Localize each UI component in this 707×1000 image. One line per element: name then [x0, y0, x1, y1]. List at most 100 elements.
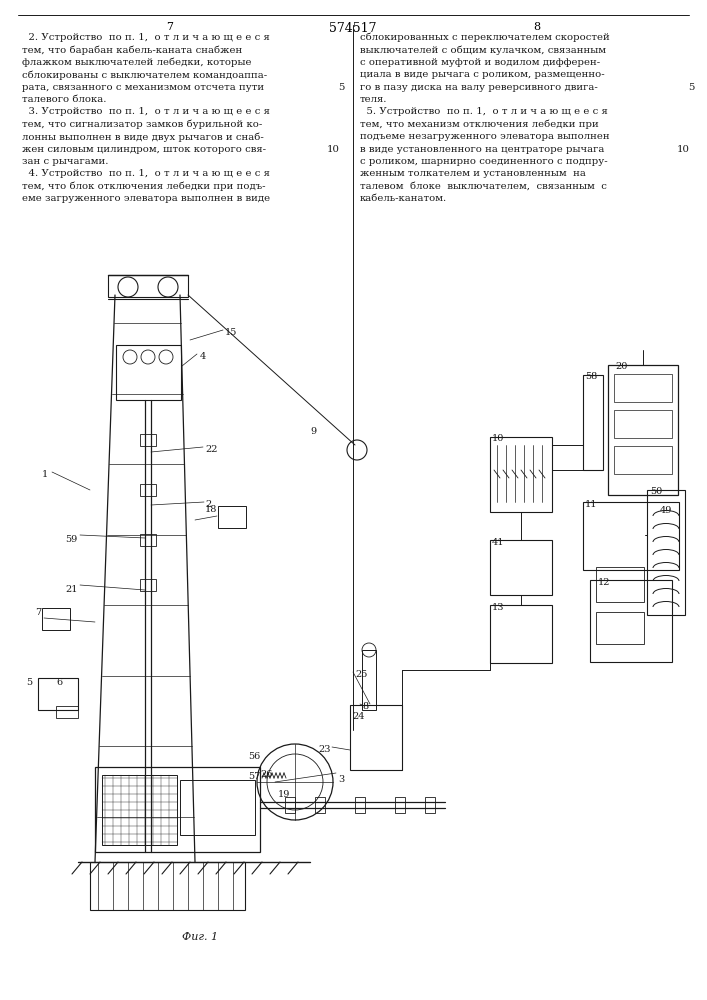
Text: еме загруженного элеватора выполнен в виде: еме загруженного элеватора выполнен в ви… — [22, 194, 270, 203]
Bar — [315, 797, 325, 813]
Text: 7: 7 — [167, 22, 173, 32]
Text: 41: 41 — [492, 538, 505, 547]
Text: флажком выключателей лебедки, которые: флажком выключателей лебедки, которые — [22, 58, 252, 67]
Text: талевом  блоке  выключателем,  связанным  с: талевом блоке выключателем, связанным с — [360, 182, 607, 191]
Text: тем, что блок отключения лебедки при подъ-: тем, что блок отключения лебедки при под… — [22, 182, 266, 191]
Bar — [490, 605, 552, 663]
Text: тем, что сигнализатор замков бурильной ко-: тем, что сигнализатор замков бурильной к… — [22, 120, 262, 129]
Bar — [140, 434, 156, 446]
Text: 57: 57 — [248, 772, 260, 781]
Text: 49: 49 — [660, 506, 672, 515]
Text: выключателей с общим кулачком, связанным: выключателей с общим кулачком, связанным — [360, 45, 606, 55]
Text: 12: 12 — [598, 578, 611, 587]
Text: 10: 10 — [327, 145, 340, 154]
Bar — [350, 705, 402, 770]
Bar — [285, 797, 295, 813]
Bar — [56, 706, 78, 718]
Text: 20: 20 — [615, 362, 627, 371]
Text: 25: 25 — [355, 670, 368, 679]
Bar — [647, 490, 685, 615]
Bar — [108, 275, 188, 297]
Text: 7: 7 — [35, 608, 41, 617]
Text: го в пазу диска на валу реверсивного двига-: го в пазу диска на валу реверсивного дви… — [360, 83, 597, 92]
Bar — [38, 678, 78, 710]
Text: женным толкателем и установленным  на: женным толкателем и установленным на — [360, 169, 586, 178]
Text: 21: 21 — [65, 585, 78, 594]
Text: 5: 5 — [26, 678, 32, 687]
Text: с оперативной муфтой и водилом дифферен-: с оперативной муфтой и водилом дифферен- — [360, 58, 600, 67]
Text: 9: 9 — [310, 427, 316, 436]
Bar — [116, 345, 181, 400]
Text: 11: 11 — [585, 500, 597, 509]
Text: 10: 10 — [492, 434, 504, 443]
Bar — [95, 767, 260, 852]
Text: 15: 15 — [225, 328, 238, 337]
Bar — [218, 506, 246, 528]
Text: 59: 59 — [65, 535, 77, 544]
Text: 8: 8 — [362, 702, 368, 711]
Text: 19: 19 — [278, 790, 291, 799]
Bar — [608, 365, 678, 495]
Text: тем, что механизм отключения лебедки при: тем, что механизм отключения лебедки при — [360, 120, 599, 129]
Text: рата, связанного с механизмом отсчета пути: рата, связанного с механизмом отсчета пу… — [22, 83, 264, 92]
Text: 18: 18 — [205, 505, 217, 514]
Bar — [583, 375, 603, 470]
Text: 4: 4 — [200, 352, 206, 361]
Text: 2: 2 — [205, 500, 211, 509]
Text: теля.: теля. — [360, 95, 387, 104]
Text: 26: 26 — [260, 770, 272, 779]
Text: 6: 6 — [56, 678, 62, 687]
Text: талевого блока.: талевого блока. — [22, 95, 107, 104]
Text: 4. Устройство  по п. 1,  о т л и ч а ю щ е е с я: 4. Устройство по п. 1, о т л и ч а ю щ е… — [22, 169, 270, 178]
Text: кабель-канатом.: кабель-канатом. — [360, 194, 448, 203]
Text: 5. Устройство  по п. 1,  о т л и ч а ю щ е е с я: 5. Устройство по п. 1, о т л и ч а ю щ е… — [360, 107, 608, 116]
Text: зан с рычагами.: зан с рычагами. — [22, 157, 108, 166]
Bar — [614, 374, 672, 402]
Bar — [596, 612, 644, 644]
Text: сблокированных с переключателем скоростей: сблокированных с переключателем скоросте… — [360, 33, 609, 42]
Text: тем, что барабан кабель-каната снабжен: тем, что барабан кабель-каната снабжен — [22, 45, 243, 55]
Text: 24: 24 — [352, 712, 365, 721]
Text: циала в виде рычага с роликом, размещенно-: циала в виде рычага с роликом, размещенн… — [360, 70, 604, 79]
Bar — [90, 862, 245, 910]
Bar — [102, 775, 177, 845]
Text: 1: 1 — [42, 470, 48, 479]
Bar — [490, 540, 552, 595]
Bar — [355, 797, 365, 813]
Bar — [596, 567, 644, 602]
Bar — [614, 446, 672, 474]
Bar — [425, 797, 435, 813]
Bar — [140, 579, 156, 591]
Text: 3: 3 — [338, 775, 344, 784]
Text: 13: 13 — [492, 603, 505, 612]
Bar — [180, 780, 255, 835]
Text: жен силовым цилиндром, шток которого свя-: жен силовым цилиндром, шток которого свя… — [22, 145, 266, 154]
Text: 50: 50 — [650, 487, 662, 496]
Bar — [490, 437, 552, 512]
Bar — [583, 502, 679, 570]
Text: 22: 22 — [205, 445, 218, 454]
Text: в виде установленного на центраторе рычага: в виде установленного на центраторе рыча… — [360, 145, 604, 154]
Text: 8: 8 — [534, 22, 541, 32]
Bar — [140, 484, 156, 496]
Bar — [614, 410, 672, 438]
Text: Фиг. 1: Фиг. 1 — [182, 932, 218, 942]
Bar — [42, 608, 70, 630]
Text: сблокированы с выключателем командоаппа-: сблокированы с выключателем командоаппа- — [22, 70, 267, 80]
Text: 10: 10 — [677, 145, 690, 154]
Text: с роликом, шарнирно соединенного с подпру-: с роликом, шарнирно соединенного с подпр… — [360, 157, 607, 166]
Text: лонны выполнен в виде двух рычагов и снаб-: лонны выполнен в виде двух рычагов и сна… — [22, 132, 264, 142]
Text: 56: 56 — [248, 752, 260, 761]
Bar — [395, 797, 405, 813]
Text: подъеме незагруженного элеватора выполнен: подъеме незагруженного элеватора выполне… — [360, 132, 609, 141]
Text: 5: 5 — [689, 83, 695, 92]
Bar — [362, 650, 376, 710]
Text: 574517: 574517 — [329, 22, 377, 35]
Text: 3. Устройство  по п. 1,  о т л и ч а ю щ е е с я: 3. Устройство по п. 1, о т л и ч а ю щ е… — [22, 107, 270, 116]
Text: 5: 5 — [339, 83, 345, 92]
Text: 23: 23 — [318, 745, 330, 754]
Bar — [140, 534, 156, 546]
Bar — [590, 580, 672, 662]
Text: 2. Устройство  по п. 1,  о т л и ч а ю щ е е с я: 2. Устройство по п. 1, о т л и ч а ю щ е… — [22, 33, 270, 42]
Text: 58: 58 — [585, 372, 597, 381]
